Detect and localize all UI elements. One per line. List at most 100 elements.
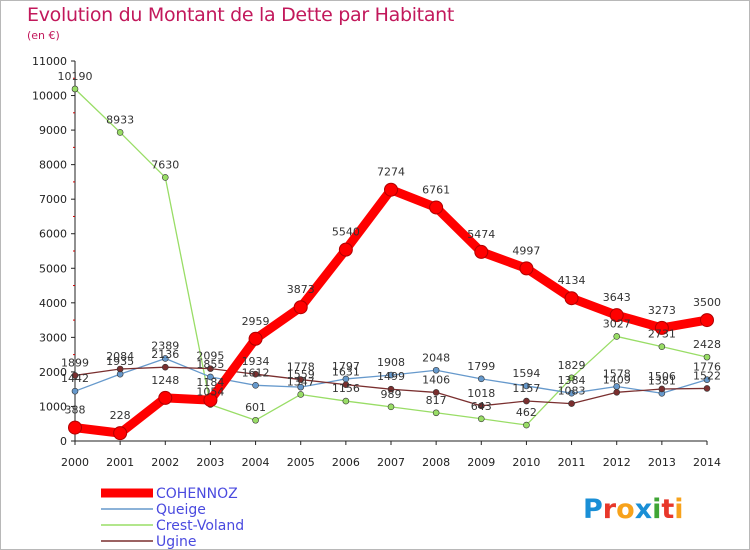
data-label: 1018 [467,387,495,400]
data-point [523,382,530,390]
data-label: 1406 [422,373,450,386]
x-tick-label: 2006 [332,456,360,469]
data-label: 1935 [106,355,134,368]
x-tick-label: 2004 [242,456,270,469]
legend-label: COHENNOZ [156,486,238,502]
y-tick-label: 11000 [32,55,67,68]
data-label: 5474 [467,228,495,241]
y-tick-label: 8000 [39,159,67,172]
chart-subtitle: (en €) [27,29,60,42]
legend-label: Crest-Voland [156,518,244,534]
data-label: 1347 [287,375,315,388]
data-label: 1054 [196,386,224,399]
data-point [68,420,82,435]
data-label: 2048 [422,351,450,364]
data-label: 1855 [196,358,224,371]
data-label: 2389 [151,339,179,352]
data-point [207,365,214,372]
data-label: 8933 [106,113,134,126]
data-point [252,370,259,378]
data-point [342,381,350,388]
data-label: 1797 [332,360,360,373]
data-label: 1409 [603,373,631,386]
x-tick-label: 2012 [603,456,631,469]
data-point [568,400,575,407]
x-tick-label: 2009 [467,456,495,469]
data-label: 7630 [151,158,179,171]
data-point [116,129,124,136]
x-tick-label: 2014 [693,456,721,469]
data-point [297,391,305,398]
x-tick-label: 2013 [648,456,676,469]
data-point [474,244,489,259]
data-label: 462 [516,406,537,419]
data-point [342,397,350,405]
y-tick-label: 0 [60,435,67,448]
y-tick-label: 3000 [39,331,67,344]
data-point [477,415,485,423]
data-point [297,383,305,391]
data-point [523,421,530,429]
data-point [703,385,711,392]
data-label: 2428 [693,338,721,351]
data-point [700,313,714,328]
data-label: 2084 [106,350,134,363]
data-label: 1083 [558,385,586,398]
data-label: 1612 [242,366,270,379]
data-label: 10190 [58,70,93,83]
data-label: 1499 [377,370,405,383]
data-label: 1156 [332,382,360,395]
data-point [432,389,440,396]
data-label: 2095 [196,350,224,363]
data-point [613,389,621,396]
data-point [658,343,666,350]
data-point [519,261,534,276]
data-label: 1184 [196,376,224,389]
data-point [161,355,169,362]
data-point [477,402,485,410]
y-tick-label: 6000 [39,228,67,241]
data-label: 1506 [648,370,676,383]
data-label: 601 [245,401,266,414]
data-point [203,393,218,408]
data-label: 1381 [648,374,676,387]
data-point [293,300,308,315]
data-label: 1442 [61,372,89,385]
data-label: 4997 [512,244,540,257]
data-label: 1934 [242,355,270,368]
data-point [387,385,395,393]
data-point [161,363,169,371]
x-tick-label: 2007 [377,456,405,469]
data-point [71,85,79,93]
data-label: 2136 [151,348,179,361]
data-label: 1899 [61,356,89,369]
y-tick-label: 7000 [39,193,67,206]
data-label: 1799 [467,360,495,373]
data-label: 1631 [332,366,360,379]
data-point [71,387,79,395]
data-label: 1248 [151,374,179,387]
x-tick-label: 2010 [512,456,540,469]
legend-label: Queige [156,502,206,518]
y-tick-label: 2000 [39,366,67,379]
data-point [432,409,440,417]
y-tick-label: 5000 [39,262,67,275]
data-label: 2731 [648,328,676,341]
data-label: 1829 [558,359,586,372]
y-tick-label: 4000 [39,297,67,310]
x-tick-label: 2005 [287,456,315,469]
data-point [297,376,305,383]
data-label: 3500 [693,296,721,309]
data-label: 1522 [693,369,721,382]
data-point [387,371,395,379]
data-point [207,373,214,381]
data-point [432,366,440,374]
y-tick-label: 1000 [39,400,67,413]
data-label: 1594 [512,367,540,380]
data-label: 228 [110,409,131,422]
data-label: 1384 [558,374,586,387]
data-point [609,308,624,323]
data-point [71,372,79,379]
data-point [387,403,395,411]
x-tick-label: 2011 [558,456,586,469]
